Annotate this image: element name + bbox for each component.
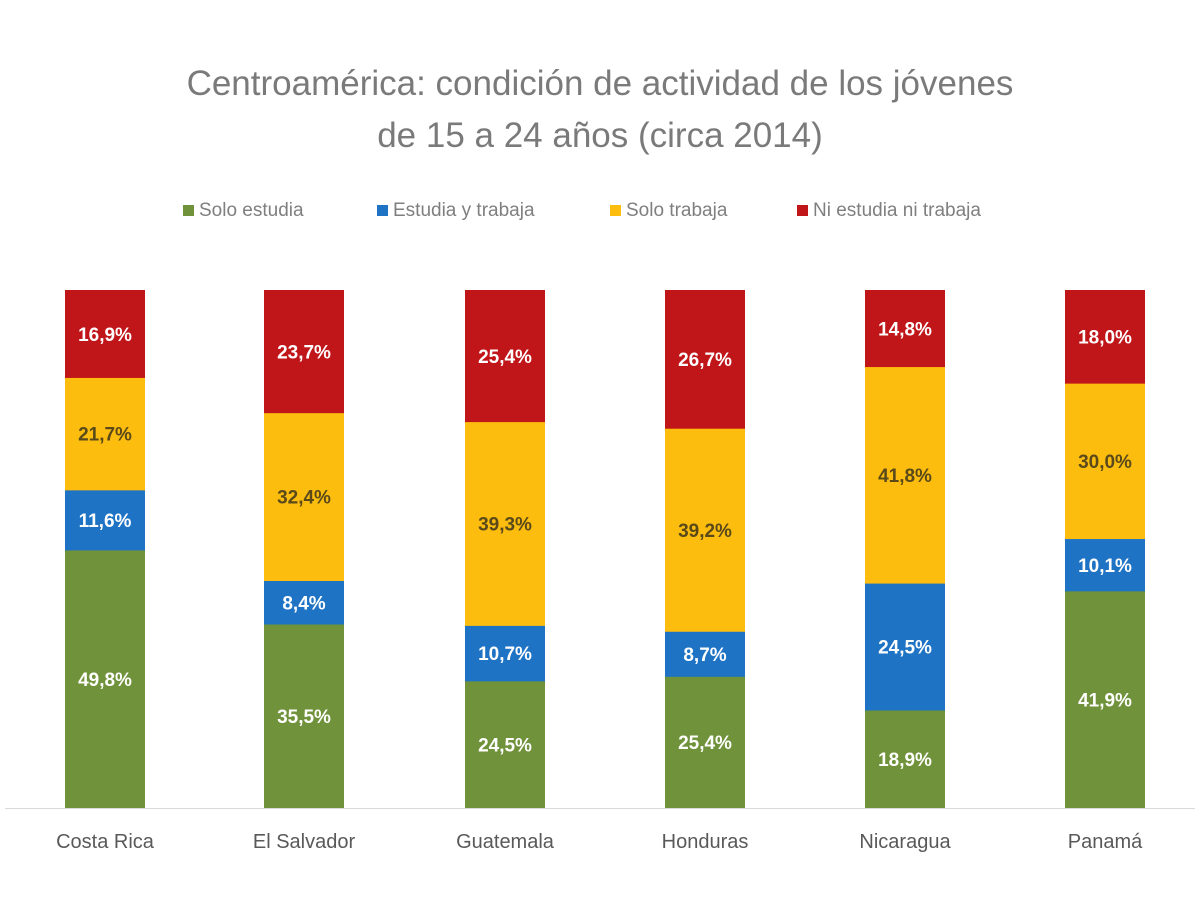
bar-costa-rica-solo-estudia [65,550,145,809]
data-label-honduras-solo-estudia: 25,4% [678,733,732,754]
bar-panama-ni-estudia-ni-trabaja [1065,290,1145,384]
data-label-el-salvador-solo-estudia: 35,5% [277,707,331,728]
data-label-guatemala-estudia-y-trabaja: 10,7% [478,644,532,665]
bar-honduras-ni-estudia-ni-trabaja [665,290,745,429]
x-tick-label-nicaragua: Nicaragua [859,831,951,853]
legend-label-estudia-y-trabaja: Estudia y trabaja [393,200,535,221]
legend-label-solo-trabaja: Solo trabaja [626,200,728,221]
data-label-panama-solo-estudia: 41,9% [1078,690,1132,711]
data-label-nicaragua-estudia-y-trabaja: 24,5% [878,638,932,659]
bar-honduras-solo-estudia [665,676,745,809]
bar-costa-rica-solo-trabaja [65,377,145,491]
bar-nicaragua-solo-estudia [865,710,945,809]
data-label-costa-rica-solo-trabaja: 21,7% [78,425,132,446]
x-tick-label-guatemala: Guatemala [456,831,555,853]
data-label-nicaragua-ni-estudia-ni-trabaja: 14,8% [878,319,932,340]
legend-label-solo-estudia: Solo estudia [199,200,304,221]
bar-honduras-solo-trabaja [665,428,745,632]
bar-el-salvador-estudia-y-trabaja [264,580,344,625]
data-label-el-salvador-estudia-y-trabaja: 8,4% [282,593,325,614]
bar-el-salvador-solo-estudia [264,624,344,809]
data-label-panama-estudia-y-trabaja: 10,1% [1078,556,1132,577]
data-label-panama-ni-estudia-ni-trabaja: 18,0% [1078,328,1132,349]
bar-guatemala-solo-estudia [465,680,545,809]
x-tick-label-honduras: Honduras [662,831,749,853]
bar-costa-rica-ni-estudia-ni-trabaja [65,290,145,378]
bar-panama-estudia-y-trabaja [1065,538,1145,592]
bar-nicaragua-ni-estudia-ni-trabaja [865,290,945,368]
bar-guatemala-estudia-y-trabaja [465,625,545,682]
bar-nicaragua-solo-trabaja [865,366,945,584]
x-tick-label-panama: Panamá [1068,831,1143,853]
data-label-panama-solo-trabaja: 30,0% [1078,452,1132,473]
data-label-guatemala-solo-estudia: 24,5% [478,735,532,756]
data-label-costa-rica-estudia-y-trabaja: 11,6% [79,511,132,532]
chart-title-line-1: Centroamérica: condición de actividad de… [186,64,1014,103]
bar-nicaragua-estudia-y-trabaja [865,583,945,711]
chart-title-line-2: de 15 a 24 años (circa 2014) [377,116,823,155]
bar-costa-rica-estudia-y-trabaja [65,489,145,551]
legend-label-ni-estudia-ni-trabaja: Ni estudia ni trabaja [813,200,981,221]
data-label-el-salvador-solo-trabaja: 32,4% [277,488,331,509]
legend-swatch-solo-estudia [183,205,194,216]
x-tick-label-el-salvador: El Salvador [253,831,356,853]
bar-honduras-estudia-y-trabaja [665,631,745,677]
bar-guatemala-solo-trabaja [465,421,545,626]
legend-swatch-ni-estudia-ni-trabaja [797,205,808,216]
data-label-nicaragua-solo-estudia: 18,9% [878,750,932,771]
data-label-costa-rica-solo-estudia: 49,8% [78,670,132,691]
x-tick-label-costa-rica: Costa Rica [56,831,155,853]
legend-swatch-estudia-y-trabaja [377,205,388,216]
data-label-nicaragua-solo-trabaja: 41,8% [878,466,932,487]
bar-guatemala-ni-estudia-ni-trabaja [465,290,545,423]
data-label-guatemala-ni-estudia-ni-trabaja: 25,4% [478,347,532,368]
bar-el-salvador-ni-estudia-ni-trabaja [264,290,344,414]
data-label-costa-rica-ni-estudia-ni-trabaja: 16,9% [78,325,132,346]
data-label-honduras-solo-trabaja: 39,2% [678,521,732,542]
legend-swatch-solo-trabaja [610,205,621,216]
bar-panama-solo-estudia [1065,590,1145,809]
bar-panama-solo-trabaja [1065,383,1145,540]
data-label-honduras-estudia-y-trabaja: 8,7% [683,645,726,666]
data-label-honduras-ni-estudia-ni-trabaja: 26,7% [678,350,732,371]
data-label-guatemala-solo-trabaja: 39,3% [478,515,532,536]
data-label-el-salvador-ni-estudia-ni-trabaja: 23,7% [277,342,331,363]
bar-el-salvador-solo-trabaja [264,412,344,581]
